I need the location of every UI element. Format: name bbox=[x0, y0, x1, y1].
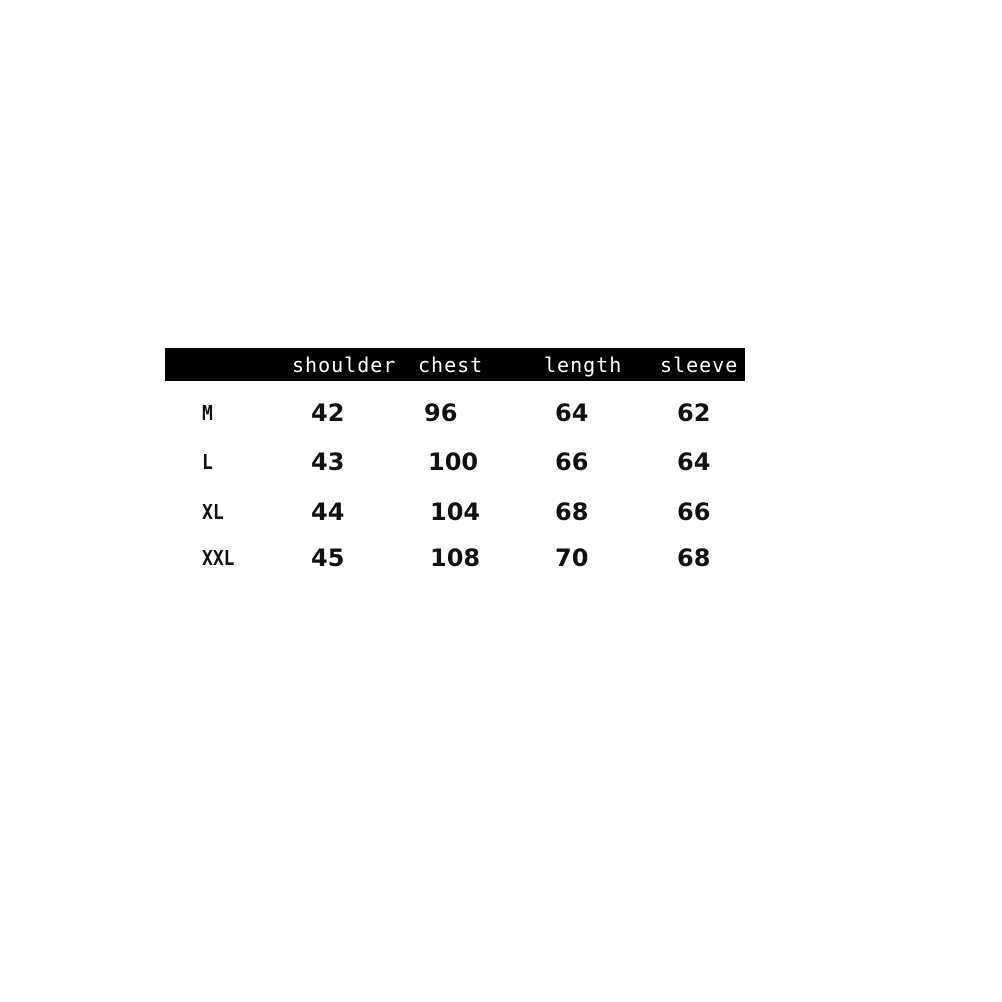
cell-chest: 104 bbox=[430, 498, 481, 526]
cell-sleeve: 62 bbox=[677, 399, 711, 427]
column-header-shoulder: shoulder bbox=[292, 353, 397, 377]
table-row: M 42 96 64 62 bbox=[0, 393, 1002, 433]
cell-size: XL bbox=[202, 500, 224, 524]
cell-shoulder: 45 bbox=[311, 544, 345, 572]
cell-shoulder: 42 bbox=[311, 399, 345, 427]
table-row: L 43 100 66 64 bbox=[0, 442, 1002, 482]
cell-sleeve: 64 bbox=[677, 448, 711, 476]
cell-chest: 108 bbox=[430, 544, 481, 572]
cell-shoulder: 44 bbox=[311, 498, 345, 526]
cell-shoulder: 43 bbox=[311, 448, 345, 476]
column-header-sleeve: sleeve bbox=[660, 353, 739, 377]
column-header-chest: chest bbox=[418, 353, 484, 377]
cell-sleeve: 68 bbox=[677, 544, 711, 572]
cell-length: 68 bbox=[555, 498, 589, 526]
cell-sleeve: 66 bbox=[677, 498, 711, 526]
table-header-bar bbox=[165, 348, 745, 381]
table-row: XXL 45 108 70 68 bbox=[0, 538, 1002, 578]
cell-length: 64 bbox=[555, 399, 589, 427]
column-header-length: length bbox=[544, 353, 623, 377]
table-row: XL 44 104 68 66 bbox=[0, 492, 1002, 532]
cell-chest: 100 bbox=[428, 448, 479, 476]
cell-length: 70 bbox=[555, 544, 589, 572]
cell-length: 66 bbox=[555, 448, 589, 476]
cell-chest: 96 bbox=[424, 399, 458, 427]
cell-size: M bbox=[202, 401, 213, 425]
cell-size: XXL bbox=[202, 546, 235, 570]
cell-size: L bbox=[202, 450, 213, 474]
